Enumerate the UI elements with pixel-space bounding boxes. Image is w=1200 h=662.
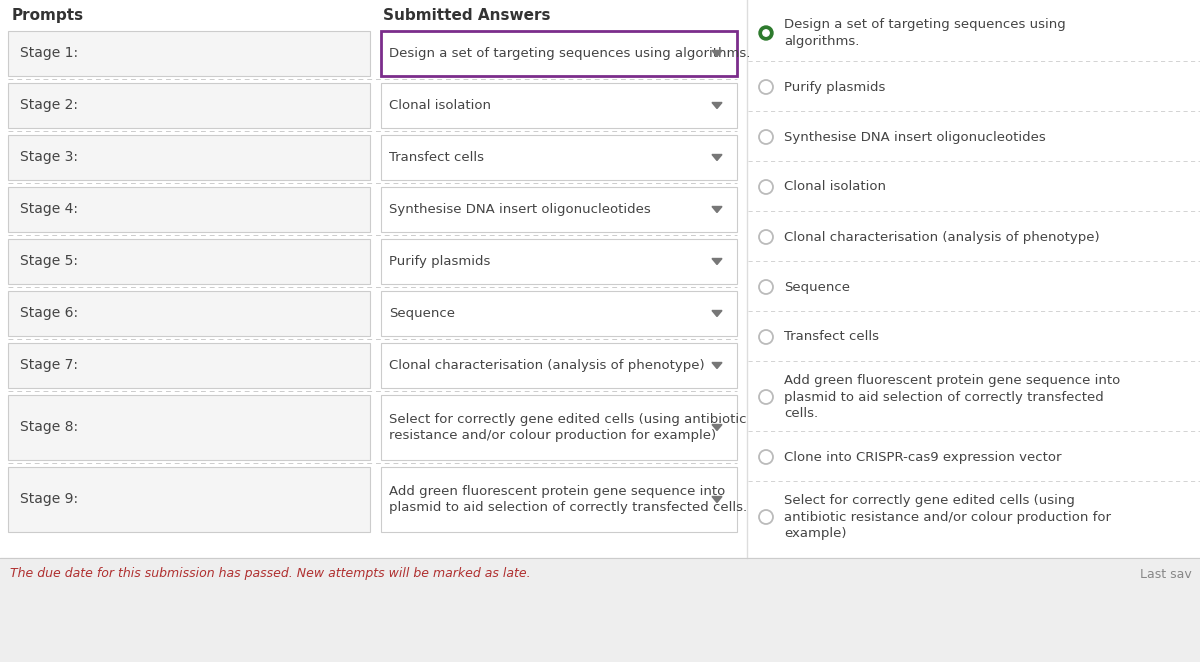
FancyBboxPatch shape (382, 239, 737, 284)
Text: Add green fluorescent protein gene sequence into
plasmid to aid selection of cor: Add green fluorescent protein gene seque… (784, 374, 1121, 420)
Text: Clonal isolation: Clonal isolation (784, 181, 886, 193)
FancyBboxPatch shape (8, 187, 370, 232)
Circle shape (763, 30, 769, 36)
Polygon shape (712, 363, 722, 369)
Polygon shape (712, 424, 722, 430)
Text: Stage 6:: Stage 6: (20, 307, 78, 320)
Polygon shape (712, 103, 722, 109)
FancyBboxPatch shape (382, 83, 737, 128)
Text: Transfect cells: Transfect cells (389, 151, 484, 164)
Text: Design a set of targeting sequences using algorithms.: Design a set of targeting sequences usin… (389, 47, 750, 60)
FancyBboxPatch shape (8, 135, 370, 180)
Text: Sequence: Sequence (389, 307, 455, 320)
Text: The due date for this submission has passed. New attempts will be marked as late: The due date for this submission has pas… (10, 567, 530, 581)
FancyBboxPatch shape (382, 395, 737, 460)
Text: Select for correctly gene edited cells (using antibiotic
resistance and/or colou: Select for correctly gene edited cells (… (389, 412, 746, 442)
FancyBboxPatch shape (8, 31, 370, 76)
FancyBboxPatch shape (8, 343, 370, 388)
Text: Stage 9:: Stage 9: (20, 493, 78, 506)
Polygon shape (712, 50, 722, 56)
Text: Stage 5:: Stage 5: (20, 254, 78, 269)
Text: Purify plasmids: Purify plasmids (389, 255, 491, 268)
FancyBboxPatch shape (382, 187, 737, 232)
Text: Stage 3:: Stage 3: (20, 150, 78, 164)
Text: Purify plasmids: Purify plasmids (784, 81, 886, 93)
Polygon shape (712, 258, 722, 265)
Text: Stage 7:: Stage 7: (20, 359, 78, 373)
Text: Design a set of targeting sequences using
algorithms.: Design a set of targeting sequences usin… (784, 19, 1066, 48)
Text: Prompts: Prompts (12, 8, 84, 23)
Polygon shape (712, 154, 722, 160)
Text: Stage 1:: Stage 1: (20, 46, 78, 60)
Text: Transfect cells: Transfect cells (784, 330, 878, 344)
Text: Stage 4:: Stage 4: (20, 203, 78, 216)
Text: Last sav: Last sav (1140, 567, 1192, 581)
Bar (0, 558, 1200, 662)
Text: Synthesise DNA insert oligonucleotides: Synthesise DNA insert oligonucleotides (389, 203, 650, 216)
FancyBboxPatch shape (8, 239, 370, 284)
Text: Stage 8:: Stage 8: (20, 420, 78, 434)
Text: Clonal isolation: Clonal isolation (389, 99, 491, 112)
FancyBboxPatch shape (382, 343, 737, 388)
Polygon shape (712, 310, 722, 316)
FancyBboxPatch shape (8, 467, 370, 532)
Text: Clone into CRISPR-cas9 expression vector: Clone into CRISPR-cas9 expression vector (784, 451, 1062, 463)
FancyBboxPatch shape (382, 31, 737, 76)
FancyBboxPatch shape (382, 467, 737, 532)
Text: Clonal characterisation (analysis of phenotype): Clonal characterisation (analysis of phe… (389, 359, 704, 372)
Text: Select for correctly gene edited cells (using
antibiotic resistance and/or colou: Select for correctly gene edited cells (… (784, 494, 1111, 540)
FancyBboxPatch shape (8, 83, 370, 128)
FancyBboxPatch shape (8, 291, 370, 336)
Text: Clonal characterisation (analysis of phenotype): Clonal characterisation (analysis of phe… (784, 230, 1099, 244)
Circle shape (760, 26, 773, 40)
Polygon shape (712, 496, 722, 502)
Text: Add green fluorescent protein gene sequence into
plasmid to aid selection of cor: Add green fluorescent protein gene seque… (389, 485, 748, 514)
FancyBboxPatch shape (8, 395, 370, 460)
Polygon shape (712, 207, 722, 213)
Text: Submitted Answers: Submitted Answers (383, 8, 551, 23)
FancyBboxPatch shape (382, 291, 737, 336)
Text: Stage 2:: Stage 2: (20, 99, 78, 113)
FancyBboxPatch shape (382, 135, 737, 180)
Text: Sequence: Sequence (784, 281, 850, 293)
Text: Synthesise DNA insert oligonucleotides: Synthesise DNA insert oligonucleotides (784, 130, 1045, 144)
